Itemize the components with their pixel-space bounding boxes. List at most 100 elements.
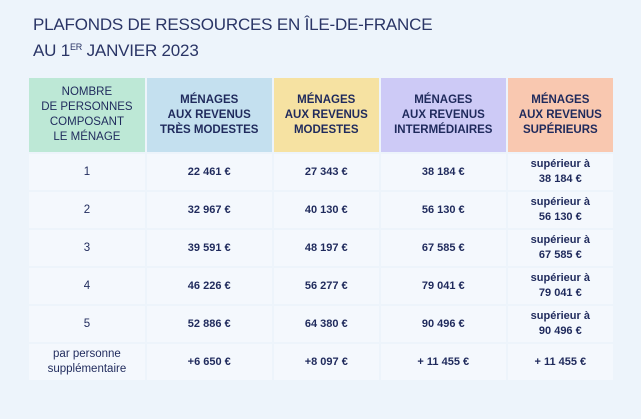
cell-text: 56 130 € xyxy=(538,211,582,223)
cell-text: 90 496 € xyxy=(538,325,582,337)
extra-person-row: par personne supplémentaire +6 650 € +8 097… xyxy=(29,344,613,380)
table-row: 3 39 591 € 48 197 € 67 585 € supérieur à 67 5… xyxy=(29,230,613,266)
superieurs-cell: + 11 455 € xyxy=(507,344,613,380)
cell-text: 79 041 € xyxy=(538,287,582,299)
tres-modestes-cell: 39 591 € xyxy=(146,230,272,266)
cell-text: supérieur à xyxy=(530,310,590,322)
modestes-cell: 56 277 € xyxy=(273,268,379,304)
intermediaires-cell: 79 041 € xyxy=(380,268,506,304)
cell-text: 22 461 € xyxy=(187,165,231,178)
header-line: INTERMÉDIAIRES xyxy=(394,123,493,136)
cell-text: 38 184 € xyxy=(421,165,465,178)
cell-text: 3 xyxy=(83,241,91,254)
title-prefix: AU 1 xyxy=(33,41,70,60)
header-tres-modestes: MÉNAGES AUX REVENUS TRÈS MODESTES xyxy=(146,78,272,152)
modestes-cell: 40 130 € xyxy=(273,192,379,228)
cell-text: 67 585 € xyxy=(538,249,582,261)
cell-text: + 11 455 € xyxy=(417,355,470,368)
cell-text: 56 130 € xyxy=(421,203,465,216)
cell-text: 48 197 € xyxy=(304,241,348,254)
title-line-2: AU 1ER JANVIER 2023 xyxy=(33,36,432,62)
cell-text: +6 650 € xyxy=(187,355,231,368)
cell-text: 56 277 € xyxy=(304,279,348,292)
tres-modestes-cell: 32 967 € xyxy=(146,192,272,228)
cell-text: 52 886 € xyxy=(187,317,231,330)
modestes-cell: 27 343 € xyxy=(273,154,379,190)
cell-text: supérieur à xyxy=(530,272,590,284)
header-line: TRÈS MODESTES xyxy=(160,123,259,136)
cell-text: 38 184 € xyxy=(538,173,582,185)
table-row: 5 52 886 € 64 380 € 90 496 € supérieur à 90 4… xyxy=(29,306,613,342)
persons-cell: par personne supplémentaire xyxy=(29,344,145,380)
table-row: 4 46 226 € 56 277 € 79 041 € supérieur à 79 0… xyxy=(29,268,613,304)
tres-modestes-cell: 46 226 € xyxy=(146,268,272,304)
intermediaires-cell: + 11 455 € xyxy=(380,344,506,380)
header-line: MÉNAGES xyxy=(297,93,356,106)
cell-text: 4 xyxy=(83,279,91,292)
cell-text: supérieur à xyxy=(530,158,590,170)
income-ceilings-table: NOMBRE DE PERSONNES COMPOSANT LE MÉNAGE MÉNA… xyxy=(27,76,615,382)
header-line: MÉNAGES xyxy=(531,93,590,106)
cell-text: 90 496 € xyxy=(421,317,465,330)
cell-text: 2 xyxy=(83,203,91,216)
header-persons: NOMBRE DE PERSONNES COMPOSANT LE MÉNAGE xyxy=(29,78,145,152)
modestes-cell: +8 097 € xyxy=(273,344,379,380)
cell-text: + 11 455 € xyxy=(534,355,587,368)
header-line: LE MÉNAGE xyxy=(53,131,121,143)
table-row: 1 22 461 € 27 343 € 38 184 € supérieur à 38 1… xyxy=(29,154,613,190)
intermediaires-cell: 67 585 € xyxy=(380,230,506,266)
intermediaires-cell: 56 130 € xyxy=(380,192,506,228)
persons-cell: 3 xyxy=(29,230,145,266)
header-line: NOMBRE xyxy=(61,86,113,98)
modestes-cell: 64 380 € xyxy=(273,306,379,342)
cell-text: 79 041 € xyxy=(421,279,465,292)
intermediaires-cell: 90 496 € xyxy=(380,306,506,342)
cell-text: par personne xyxy=(53,348,121,360)
cell-text: 40 130 € xyxy=(304,203,348,216)
cell-text: 39 591 € xyxy=(187,241,231,254)
superieurs-cell: supérieur à 90 496 € xyxy=(507,306,613,342)
page-title: PLAFONDS DE RESSOURCES EN ÎLE-DE-FRANCE … xyxy=(33,14,433,62)
header-modestes: MÉNAGES AUX REVENUS MODESTES xyxy=(273,78,379,152)
header-line: SUPÉRIEURS xyxy=(522,123,598,136)
header-line: AUX REVENUS xyxy=(284,108,368,121)
tres-modestes-cell: +6 650 € xyxy=(146,344,272,380)
cell-text: 1 xyxy=(83,165,91,178)
title-line-1: PLAFONDS DE RESSOURCES EN ÎLE-DE-FRANCE xyxy=(33,15,433,34)
table-row: 2 32 967 € 40 130 € 56 130 € supérieur à 56 1… xyxy=(29,192,613,228)
persons-cell: 5 xyxy=(29,306,145,342)
header-line: DE PERSONNES xyxy=(41,101,133,113)
header-line: MÉNAGES xyxy=(414,93,473,106)
superieurs-cell: supérieur à 67 585 € xyxy=(507,230,613,266)
header-line: AUX REVENUS xyxy=(167,108,251,121)
persons-cell: 1 xyxy=(29,154,145,190)
cell-text: supérieur à xyxy=(530,234,590,246)
tres-modestes-cell: 52 886 € xyxy=(146,306,272,342)
header-superieurs: MÉNAGES AUX REVENUS SUPÉRIEURS xyxy=(507,78,613,152)
cell-text: 5 xyxy=(83,317,91,330)
title-sup: ER xyxy=(70,42,83,52)
tres-modestes-cell: 22 461 € xyxy=(146,154,272,190)
header-intermediaires: MÉNAGES AUX REVENUS INTERMÉDIAIRES xyxy=(380,78,506,152)
header-line: MODESTES xyxy=(293,123,359,136)
cell-text: 46 226 € xyxy=(187,279,231,292)
cell-text: 67 585 € xyxy=(421,241,465,254)
persons-cell: 4 xyxy=(29,268,145,304)
title-suffix: JANVIER 2023 xyxy=(82,41,199,60)
superieurs-cell: supérieur à 56 130 € xyxy=(507,192,613,228)
header-line: MÉNAGES xyxy=(180,93,239,106)
cell-text: supplémentaire xyxy=(47,363,127,375)
header-line: AUX REVENUS xyxy=(518,108,602,121)
superieurs-cell: supérieur à 38 184 € xyxy=(507,154,613,190)
cell-text: supérieur à xyxy=(530,196,590,208)
cell-text: 32 967 € xyxy=(187,203,231,216)
header-line: AUX REVENUS xyxy=(401,108,485,121)
cell-text: 27 343 € xyxy=(304,165,348,178)
header-row: NOMBRE DE PERSONNES COMPOSANT LE MÉNAGE MÉNA… xyxy=(29,78,613,152)
superieurs-cell: supérieur à 79 041 € xyxy=(507,268,613,304)
persons-cell: 2 xyxy=(29,192,145,228)
modestes-cell: 48 197 € xyxy=(273,230,379,266)
header-line: COMPOSANT xyxy=(49,116,124,128)
cell-text: 64 380 € xyxy=(304,317,348,330)
intermediaires-cell: 38 184 € xyxy=(380,154,506,190)
